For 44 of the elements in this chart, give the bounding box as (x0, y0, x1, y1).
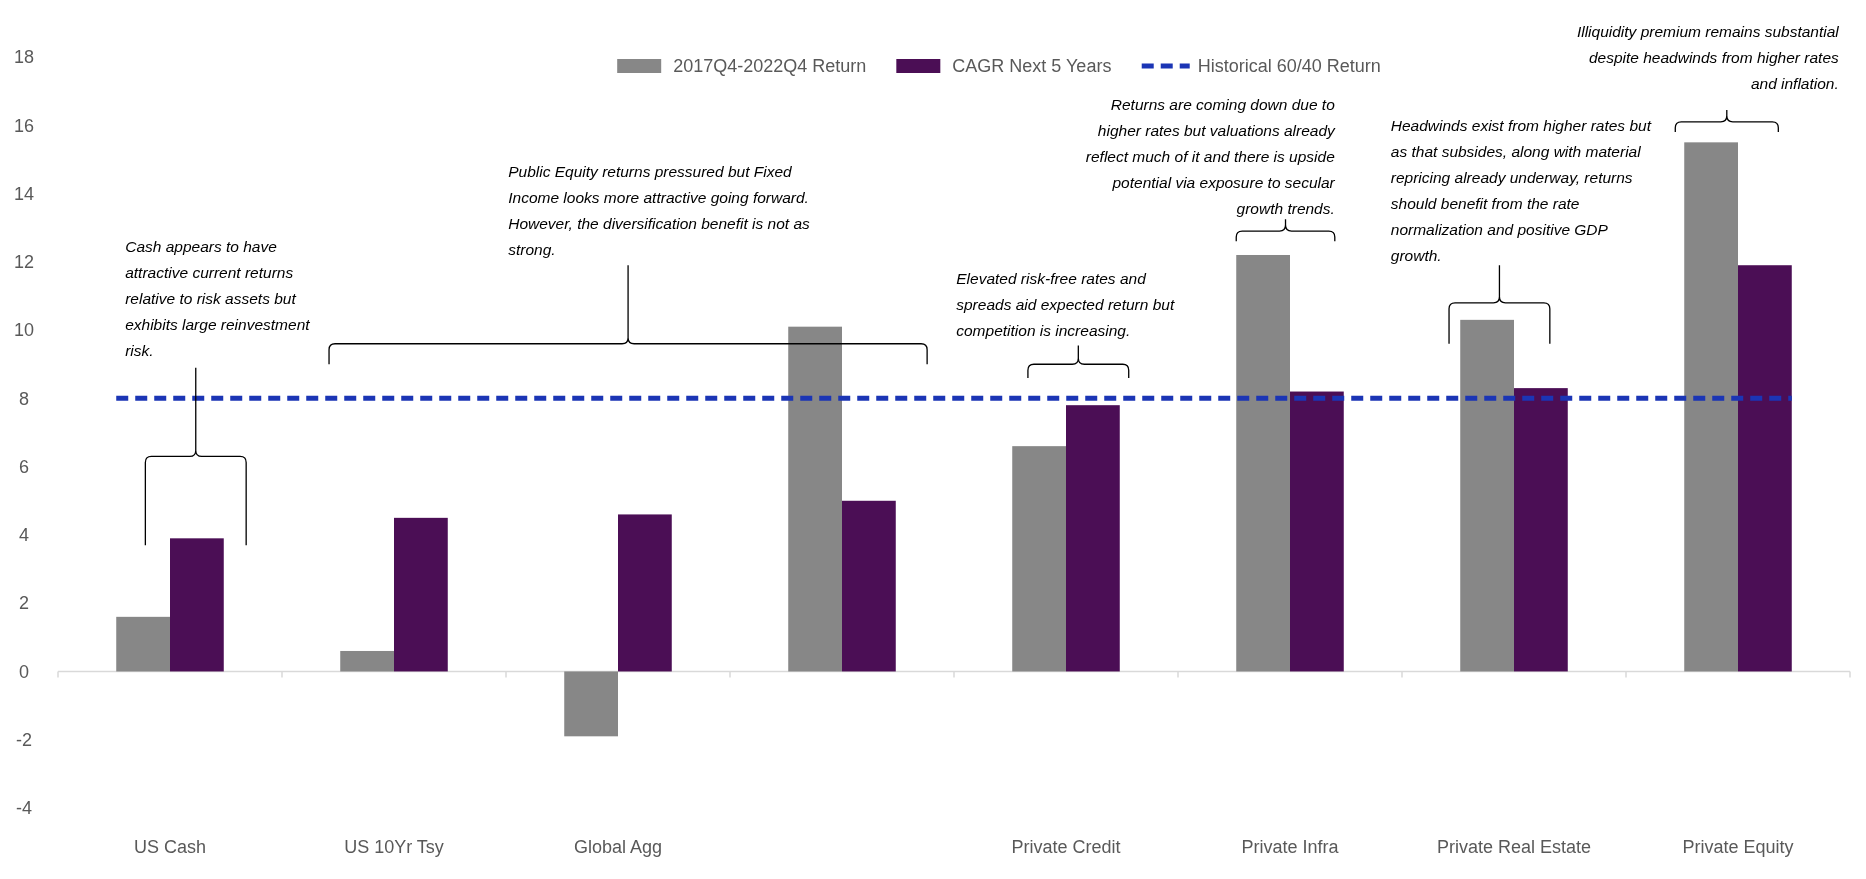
annotation: Headwinds exist from higher rates but as that subsides, along with material repricing already underway, returns should benefit from the rate normalization and positive GDP growth. (1390, 116, 1652, 264)
x-tick-label: US Cash (133, 837, 207, 857)
annotation: Public Equity returns pressured but Fixed Income looks more attractive going forward. However, the diversification benefit is not as strong. (508, 162, 811, 258)
bar (788, 326, 842, 672)
x-tick-label: Global Agg (573, 837, 663, 857)
annotation: Illiquidity premium remains substantial despite headwinds from higher rates and inflation. (1576, 22, 1840, 92)
annotation: Elevated risk-free rates and spreads aid expected return but competition is increasing. (956, 270, 1175, 340)
y-tick-label: -4 (15, 798, 33, 819)
x-tick-label: Private Equity (1682, 837, 1794, 857)
bar (340, 650, 394, 672)
y-tick-label: -2 (15, 730, 33, 751)
bar (842, 500, 896, 672)
legend-label: 2017Q4-2022Q4 Return (673, 56, 867, 77)
y-tick-label: 10 (13, 320, 35, 341)
x-tick-label: Private Infra (1241, 837, 1340, 857)
x-tick-label: Private Real Estate (1436, 837, 1592, 857)
annotation: Returns are coming down due to higher rates but valuations already reflect much of it and there is upside potential via exposure to secular growth trends. (1085, 96, 1337, 218)
bar (1738, 265, 1792, 672)
y-tick-label: 0 (18, 661, 30, 682)
y-tick-label: 12 (13, 252, 35, 273)
y-tick-label: 14 (13, 183, 35, 204)
y-tick-label: 6 (18, 456, 30, 477)
bar (1460, 319, 1514, 672)
legend-label: Historical 60/40 Return (1197, 56, 1381, 77)
x-tick-label: US 10Yr Tsy (344, 837, 444, 857)
bar (1684, 142, 1738, 672)
y-tick-label: 16 (13, 115, 35, 136)
y-tick-label: 8 (18, 388, 30, 409)
bar (116, 616, 170, 672)
x-tick-label: Private Credit (1011, 837, 1121, 857)
bar (564, 671, 618, 737)
bar (1290, 391, 1344, 672)
bar (170, 538, 224, 672)
bar (1066, 405, 1120, 672)
annotation: Cash appears to have attractive current returns relative to risk assets but exhibits large reinvestment risk. (125, 237, 311, 359)
y-tick-label: 4 (18, 525, 30, 546)
bar (1514, 388, 1568, 672)
y-tick-label: 2 (18, 593, 30, 614)
bar (1012, 446, 1066, 672)
legend-label: CAGR Next 5 Years (952, 56, 1112, 77)
bar (618, 514, 672, 672)
bar (1236, 254, 1290, 672)
bar (394, 517, 448, 672)
y-tick-label: 18 (13, 47, 35, 68)
